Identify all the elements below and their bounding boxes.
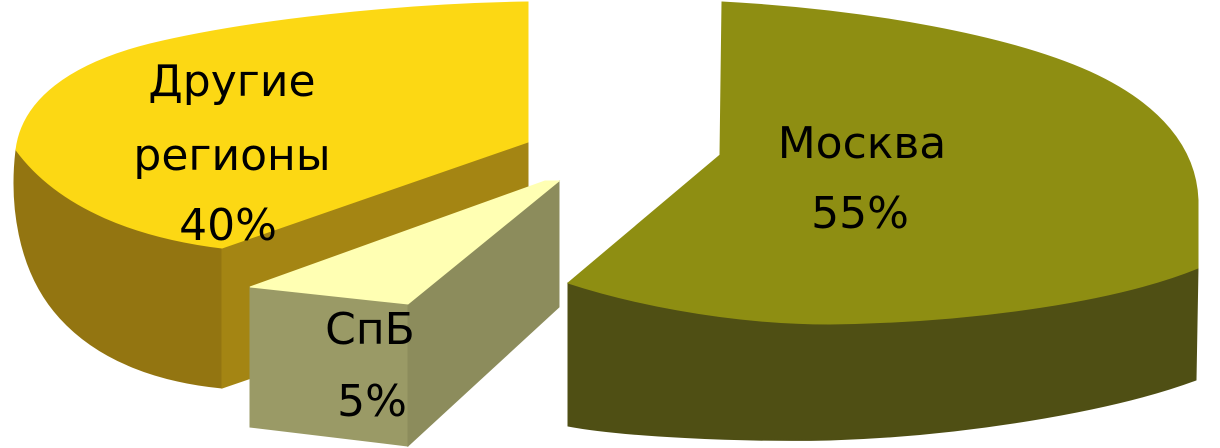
label-other-regions-value: 40% (179, 200, 277, 251)
slice-moscow-top (566, 1, 1199, 325)
slice-other-regions-top (15, 1, 529, 249)
slice-spb-top (249, 180, 561, 305)
slice-spb (249, 179, 561, 448)
label-moscow-value: 55% (811, 188, 909, 239)
label-spb-name: СпБ (325, 304, 415, 355)
label-other-regions-line1: Другие (148, 56, 315, 107)
label-spb-value: 5% (337, 376, 407, 427)
label-other-regions-line2: регионы (133, 130, 330, 181)
slice-moscow (566, 1, 1199, 441)
label-moscow-name: Москва (778, 118, 947, 169)
